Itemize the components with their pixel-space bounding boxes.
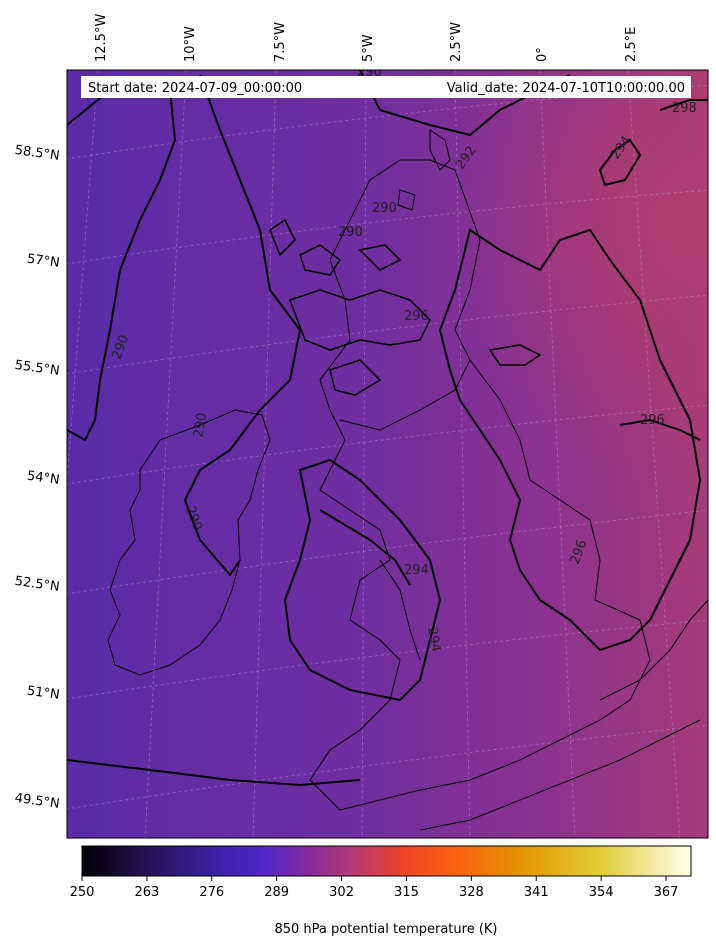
colorbar: 250 263 276 289 302 315 328 341 354 367 850 hPa p… — [70, 845, 692, 937]
temperature-field-warm-ne — [67, 70, 708, 838]
lon-labels: 12.5°W 10°W 7.5°W 5°W 2.5°W 0° 2.5°E — [94, 14, 639, 62]
lat-label: 58.5°N — [14, 143, 61, 164]
colorbar-tick-label: 276 — [199, 885, 224, 900]
map-border — [66, 69, 709, 839]
contour-label: 298 — [672, 101, 697, 116]
colorbar-tick-label: 250 — [70, 885, 95, 900]
contour-label: 290 — [372, 201, 397, 216]
colorbar-tick-label: 302 — [329, 885, 354, 900]
lon-label: 7.5°W — [273, 22, 288, 62]
gb-coast — [309, 159, 651, 811]
lat-label: 51°N — [26, 684, 61, 703]
header-box — [81, 76, 691, 98]
lon-label: 0° — [535, 47, 550, 62]
valid-date-label: Valid_date: 2024-07-10T10:00:00.00 — [447, 81, 685, 96]
contour-296-east — [619, 418, 701, 441]
lat-label: 49.5°N — [14, 791, 61, 812]
lon-label: 2.5°E — [624, 27, 639, 62]
colorbar-tick-label: 328 — [459, 885, 484, 900]
orkney — [397, 189, 416, 211]
contour-290-mid — [183, 74, 302, 577]
contour-294-ne — [598, 138, 642, 187]
contour-label: 290 — [338, 225, 363, 240]
contour-296 — [438, 228, 702, 652]
colorbar-tick-label: 315 — [394, 885, 419, 900]
contour-label: 296 — [640, 413, 665, 428]
contour-294-sw — [319, 509, 411, 586]
start-date-label: Start date: 2024-07-09_00:00:00 — [88, 81, 302, 96]
wales-border — [379, 559, 421, 661]
contour-290-bottom — [67, 759, 361, 787]
lat-labels: 58.5°N 57°N 55.5°N 54°N 52.5°N 51°N 49.5… — [14, 143, 61, 812]
lon-label: 10°W — [183, 26, 198, 62]
contour-label: 294 — [404, 563, 429, 578]
lon-label: 5°W — [361, 34, 376, 62]
lat-label: 52.5°N — [14, 574, 61, 595]
contour-298 — [659, 99, 708, 111]
continent-coast — [599, 599, 708, 701]
contour-label: 296 — [404, 309, 429, 324]
colorbar-ticks: 250 263 276 289 302 315 328 341 354 367 — [70, 876, 679, 900]
colorbar-gradient — [81, 845, 692, 877]
lon-label: 2.5°W — [449, 22, 464, 62]
colorbar-tick-label: 263 — [134, 885, 159, 900]
france-coast — [419, 719, 701, 831]
contour-label: 290 — [357, 65, 382, 80]
contour-label: 294 — [424, 626, 443, 653]
colorbar-tick-label: 367 — [654, 885, 679, 900]
colorbar-tick-label: 354 — [589, 885, 614, 900]
map-panel: 290 292 294 290 290 296 290 290 290 294 … — [67, 65, 708, 838]
scotland-border — [339, 359, 471, 431]
highland-contours — [269, 218, 542, 396]
shetland — [429, 129, 451, 171]
colorbar-tick-label: 341 — [524, 885, 549, 900]
contour-label: 290 — [191, 412, 210, 439]
lat-label: 55.5°N — [14, 358, 61, 379]
lat-label: 57°N — [26, 252, 61, 271]
colorbar-title: 850 hPa potential temperature (K) — [274, 922, 497, 937]
lat-label: 54°N — [26, 469, 61, 488]
contour-294 — [283, 458, 442, 702]
lon-label: 12.5°W — [94, 14, 109, 62]
colorbar-tick-label: 289 — [264, 885, 289, 900]
